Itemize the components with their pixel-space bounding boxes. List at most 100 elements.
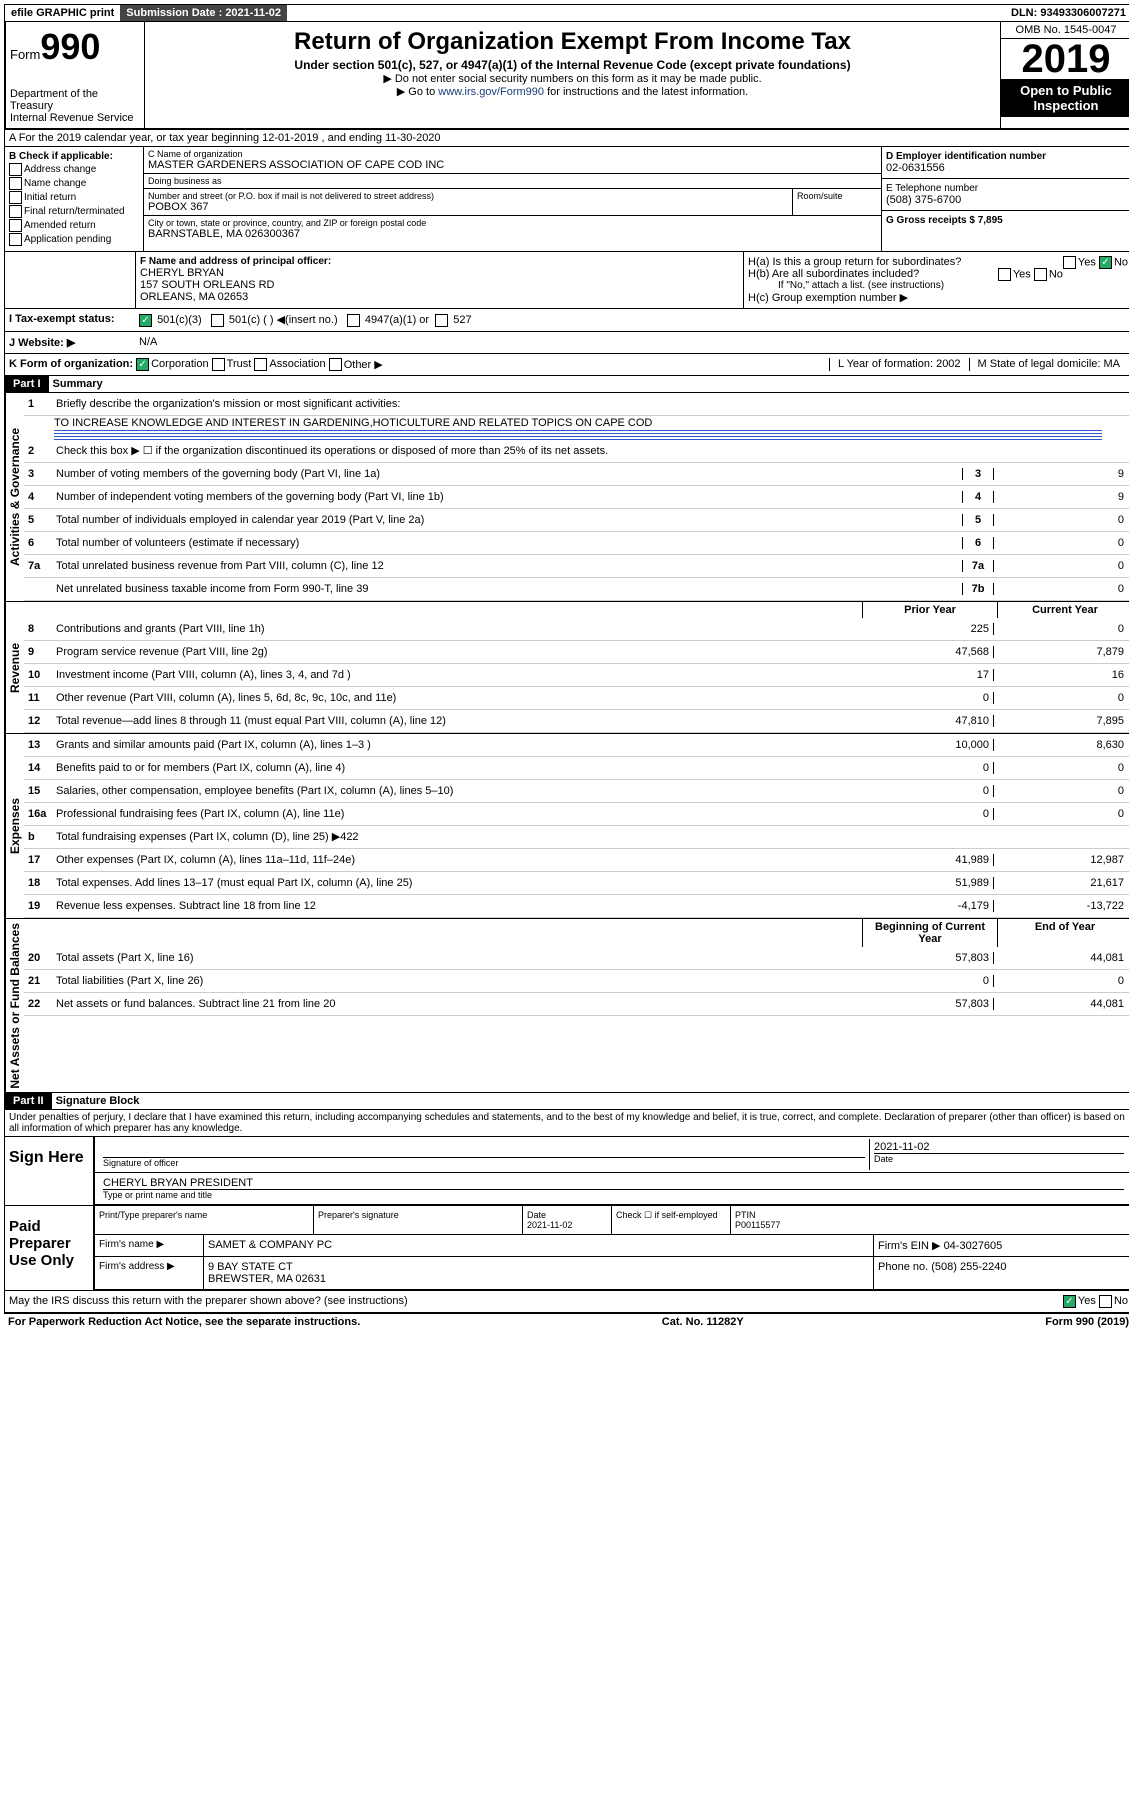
instructions-link[interactable]: www.irs.gov/Form990 (438, 86, 544, 98)
prep-row2: Firm's name ▶ SAMET & COMPANY PC Firm's … (95, 1235, 1129, 1257)
form-org-label: K Form of organization: (9, 358, 133, 371)
prep-row3: Firm's address ▶ 9 BAY STATE CT BREWSTER… (95, 1257, 1129, 1290)
cb-address-change[interactable]: Address change (9, 163, 139, 176)
cb-discuss-no[interactable] (1099, 1295, 1112, 1308)
section-fh: F Name and address of principal officer:… (4, 252, 1129, 309)
row-j: J Website: ▶ N/A (4, 332, 1129, 354)
line17: Other expenses (Part IX, column (A), lin… (56, 854, 859, 866)
line1: Briefly describe the organization's miss… (56, 398, 1128, 410)
hb-row: H(b) Are all subordinates included? Yes … (748, 268, 1128, 280)
net-block: Net Assets or Fund Balances Beginning of… (4, 919, 1129, 1094)
line21: Total liabilities (Part X, line 26) (56, 975, 859, 987)
line18: Total expenses. Add lines 13–17 (must eq… (56, 877, 859, 889)
street: POBOX 367 (148, 201, 788, 213)
cb-initial-return[interactable]: Initial return (9, 191, 139, 204)
open-public: Open to Public Inspection (1001, 79, 1129, 117)
self-emp: Check ☐ if self-employed (612, 1206, 731, 1234)
street-label: Number and street (or P.O. box if mail i… (148, 191, 788, 201)
cb-discuss-yes[interactable] (1063, 1295, 1076, 1308)
ein-label: D Employer identification number (886, 151, 1128, 162)
line4: Number of independent voting members of … (56, 491, 962, 503)
dept: Department of the Treasury (10, 88, 140, 112)
cb-other[interactable] (329, 358, 342, 371)
firm-label: Firm's name ▶ (95, 1235, 204, 1256)
col-b: B Check if applicable: Address change Na… (5, 147, 144, 251)
note2: ▶ Go to www.irs.gov/Form990 for instruct… (149, 85, 996, 98)
cb-name-change[interactable]: Name change (9, 177, 139, 190)
tax-status-label: I Tax-exempt status: (9, 313, 139, 327)
sig-officer-label: Signature of officer (103, 1157, 865, 1168)
line3: Number of voting members of the governin… (56, 468, 962, 480)
subtitle: Under section 501(c), 527, or 4947(a)(1)… (149, 58, 996, 72)
header-left: Form990 Department of the Treasury Inter… (6, 22, 145, 128)
cb-app-pending[interactable]: Application pending (9, 233, 139, 246)
rev-block: Revenue Prior Year Current Year 8Contrib… (4, 602, 1129, 734)
form-word: Form (10, 47, 40, 62)
cb-amended[interactable]: Amended return (9, 219, 139, 232)
line14: Benefits paid to or for members (Part IX… (56, 762, 859, 774)
footer: For Paperwork Reduction Act Notice, see … (4, 1313, 1129, 1330)
firm-addr2: BREWSTER, MA 02631 (208, 1273, 869, 1285)
firm-addr-label: Firm's address ▶ (95, 1257, 204, 1289)
line5: Total number of individuals employed in … (56, 514, 962, 526)
paid-prep-section: Paid Preparer Use Only Print/Type prepar… (4, 1206, 1129, 1291)
tax-year: 2019 (1001, 39, 1129, 79)
part2-title: Signature Block (52, 1093, 144, 1109)
line20: Total assets (Part X, line 16) (56, 952, 859, 964)
line16b: Total fundraising expenses (Part IX, col… (56, 830, 859, 843)
line11: Other revenue (Part VIII, column (A), li… (56, 692, 859, 704)
line19: Revenue less expenses. Subtract line 18 … (56, 900, 859, 912)
cb-501c3[interactable] (139, 314, 152, 327)
firm-ein: 04-3027605 (944, 1240, 1003, 1252)
prep-sig-label: Preparer's signature (314, 1206, 523, 1234)
officer-label: F Name and address of principal officer: (140, 256, 739, 267)
line13: Grants and similar amounts paid (Part IX… (56, 739, 859, 751)
line16a: Professional fundraising fees (Part IX, … (56, 808, 859, 820)
form-footer: Form 990 (2019) (1045, 1316, 1129, 1328)
col-b-label: B Check if applicable: (9, 151, 139, 162)
net-headers: Beginning of Current Year End of Year (24, 919, 1129, 947)
header-right: OMB No. 1545-0047 2019 Open to Public In… (1000, 22, 1129, 128)
sign-section: Sign Here Signature of officer 2021-11-0… (4, 1137, 1129, 1206)
rev-side: Revenue (5, 602, 24, 733)
line8: Contributions and grants (Part VIII, lin… (56, 623, 859, 635)
part1-bar: Part I Summary (4, 376, 1129, 393)
prep-row1: Print/Type preparer's name Preparer's si… (95, 1206, 1129, 1235)
org-name: MASTER GARDENERS ASSOCIATION OF CAPE COD… (148, 159, 877, 171)
exp-block: Expenses 13Grants and similar amounts pa… (4, 734, 1129, 919)
hc-row: H(c) Group exemption number ▶ (748, 291, 1128, 304)
firm-phone: (508) 255-2240 (931, 1261, 1006, 1273)
cb-corp[interactable] (136, 358, 149, 371)
line7a: Total unrelated business revenue from Pa… (56, 560, 962, 572)
tel-label: E Telephone number (886, 183, 1128, 194)
officer-addr2: ORLEANS, MA 02653 (140, 291, 739, 303)
form-number: 990 (40, 26, 100, 67)
cb-527[interactable] (435, 314, 448, 327)
submission-date[interactable]: Submission Date : 2021-11-02 (120, 5, 287, 21)
net-side: Net Assets or Fund Balances (5, 919, 24, 1093)
cb-final-return[interactable]: Final return/terminated (9, 205, 139, 218)
sign-date: 2021-11-02 (874, 1141, 1124, 1153)
sign-here-label: Sign Here (5, 1137, 95, 1205)
cb-4947[interactable] (347, 314, 360, 327)
dln: DLN: 93493306007271 (1005, 5, 1129, 21)
row-k: K Form of organization: Corporation Trus… (4, 354, 1129, 376)
ha-row: H(a) Is this a group return for subordin… (748, 256, 1128, 268)
col-c: C Name of organization MASTER GARDENERS … (144, 147, 881, 251)
ptin: P00115577 (735, 1220, 780, 1230)
line12: Total revenue—add lines 8 through 11 (mu… (56, 715, 859, 727)
year-formation: L Year of formation: 2002 (829, 358, 969, 371)
cb-assoc[interactable] (254, 358, 267, 371)
website: N/A (139, 336, 157, 349)
cb-501c[interactable] (211, 314, 224, 327)
cb-trust[interactable] (212, 358, 225, 371)
state-domicile: M State of legal domicile: MA (969, 358, 1128, 371)
gov-block: Activities & Governance 1Briefly describ… (4, 393, 1129, 602)
firm-addr1: 9 BAY STATE CT (208, 1261, 869, 1273)
top-bar: efile GRAPHIC print Submission Date : 20… (4, 4, 1129, 22)
line22: Net assets or fund balances. Subtract li… (56, 998, 859, 1010)
part2-header: Part II (5, 1093, 52, 1109)
hb-note: If "No," attach a list. (see instruction… (748, 280, 1128, 291)
section-bcde: B Check if applicable: Address change Na… (4, 147, 1129, 252)
name-label: Type or print name and title (103, 1189, 1124, 1200)
